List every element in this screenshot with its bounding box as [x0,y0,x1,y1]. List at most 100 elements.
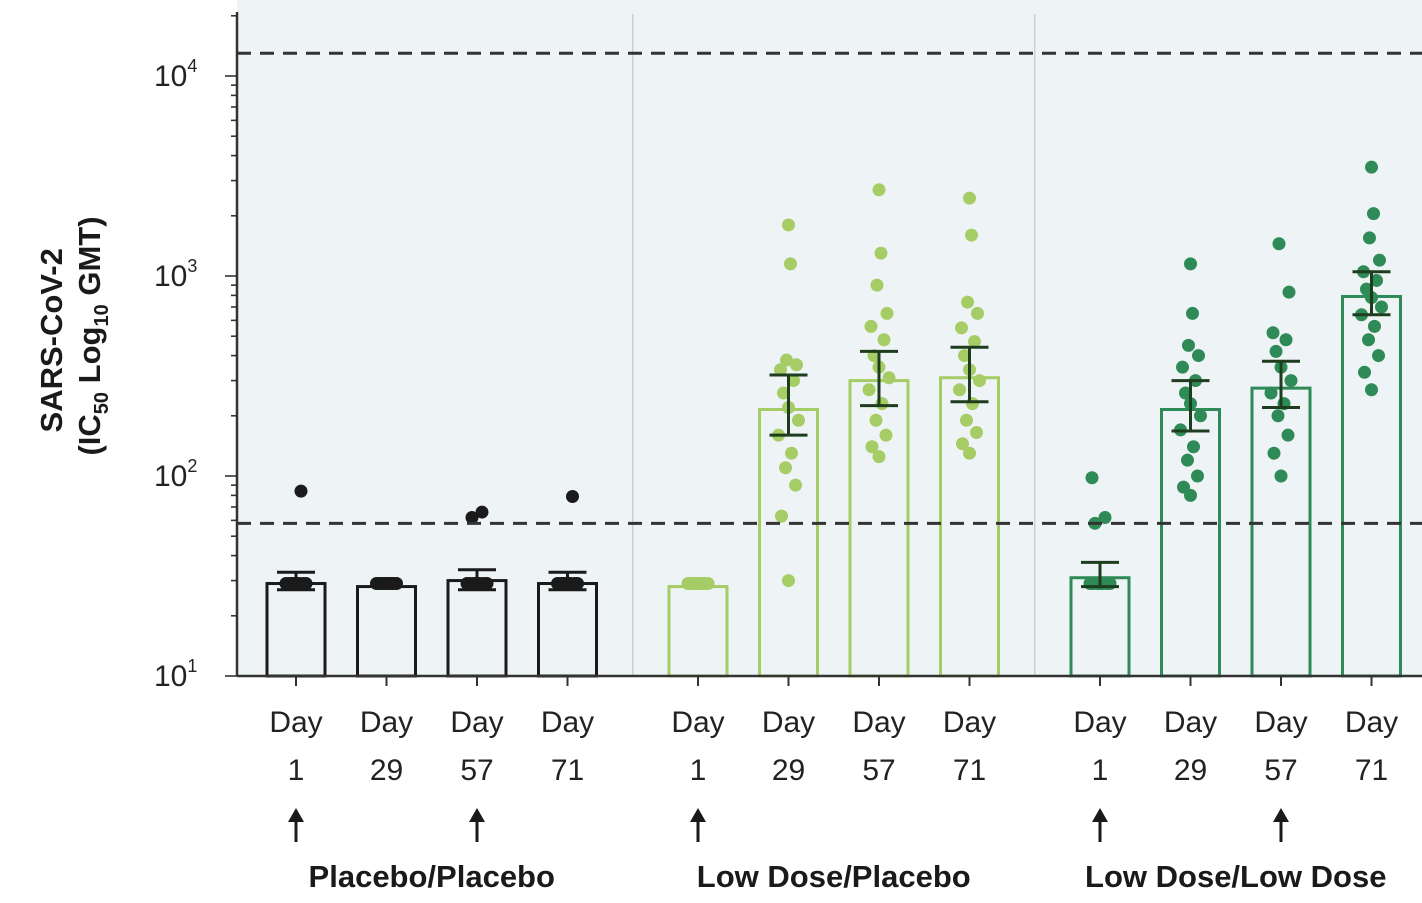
data-point [870,278,884,292]
y-tick-label: 101 [154,656,197,693]
dose-arrow-head [690,808,706,822]
data-point [385,577,398,591]
y-axis-title-line1: SARS-CoV-2 [34,248,69,432]
y-tick-label-base: 10 [154,460,187,493]
data-point [792,413,805,427]
data-point [960,413,973,427]
data-point [1182,338,1195,352]
data-point [953,383,966,397]
x-tick-label-number: 57 [862,754,895,787]
data-point [782,574,795,588]
data-point [963,191,976,205]
data-point [1267,446,1281,460]
data-point [375,577,388,591]
x-tick-label-day: Day [360,706,413,739]
data-point [1368,319,1381,333]
y-axis-title-sub2: 10 [91,304,113,326]
data-point [686,577,700,591]
data-point [1282,285,1296,299]
data-point [284,577,298,591]
data-point [1186,306,1199,320]
data-point [780,353,793,367]
reference-lines [237,51,1422,525]
data-point [1085,471,1099,485]
dose-arrow-head [288,808,304,822]
data-point [955,321,968,335]
data-point [779,461,792,475]
data-point [973,374,986,388]
y-tick-label-exponent: 1 [187,656,197,676]
data-point [877,333,891,347]
y-axis-title: SARS-CoV-2 (IC50 Log10 GMT) [34,216,113,455]
x-tick-labels: Day 1 Day 29 Day 57 Day 71 Day 1 Day 29 Day 57 Day 71 Da… [269,706,1398,787]
data-point [790,358,803,372]
data-point [789,478,802,492]
data-point [1370,273,1383,287]
data-point [1362,333,1375,347]
x-tick-label-number: 57 [1264,754,1297,787]
data-point [1176,360,1189,374]
data-point [1269,344,1283,358]
dose-arrows [288,808,1289,842]
data-point [1177,480,1190,494]
dose-arrow-head [1273,808,1289,822]
data-point [1373,253,1386,267]
data-point [1281,428,1295,442]
x-tick-label-number: 29 [1174,754,1207,787]
y-tick-label-base: 10 [154,260,187,293]
y-axis-title-mid: Log [72,327,107,392]
x-tick-label-number: 1 [690,754,707,787]
data-point [961,295,974,309]
data-point [475,505,489,519]
y-axis-title-prefix: (IC [72,414,107,455]
y-tick-label: 102 [154,456,197,493]
data-point [869,413,883,427]
data-point [775,509,788,523]
x-tick-label-day: Day [852,706,905,739]
data-point [294,484,308,498]
x-tick-label-number: 71 [551,754,584,787]
y-tick-label: 104 [154,56,197,93]
data-point [971,306,984,320]
data-point [1372,349,1385,363]
data-point [880,306,894,320]
data-point [1272,237,1286,251]
data-point [1179,386,1192,400]
dose-arrow-head [1092,808,1108,822]
data-point [1360,282,1373,296]
x-tick-label-day: Day [1345,706,1398,739]
data-point [875,397,889,411]
x-tick-label-day: Day [450,706,503,739]
data-point [1266,326,1280,340]
plot-background [237,0,1422,676]
data-point [864,319,878,333]
data-point [865,440,879,454]
x-tick-label-day: Day [1164,706,1217,739]
x-tick-label-number: 1 [288,754,305,787]
x-tick-label-day: Day [671,706,724,739]
data-point [1191,469,1204,483]
group-label: Placebo/Placebo [309,859,555,894]
x-tick-label-day: Day [762,706,815,739]
data-point [1271,409,1285,423]
data-point [571,577,584,591]
data-point [785,446,798,460]
data-point [882,371,896,385]
group-labels: Placebo/Placebo Low Dose/Placebo Low Dose/… [309,859,1387,894]
y-tick-label-exponent: 4 [187,56,197,76]
data-point [862,383,876,397]
data-point [784,257,797,271]
x-tick-label-number: 57 [460,754,493,787]
data-point [465,511,479,525]
x-tick-label-number: 71 [1355,754,1388,787]
data-point [879,428,893,442]
data-point [566,489,579,503]
data-point [958,349,971,363]
x-tick-label-number: 29 [370,754,403,787]
axes [225,12,1422,686]
data-point [1375,300,1388,314]
data-point [1264,386,1278,400]
error-bars [277,270,1391,592]
y-tick-label-exponent: 3 [187,256,197,276]
